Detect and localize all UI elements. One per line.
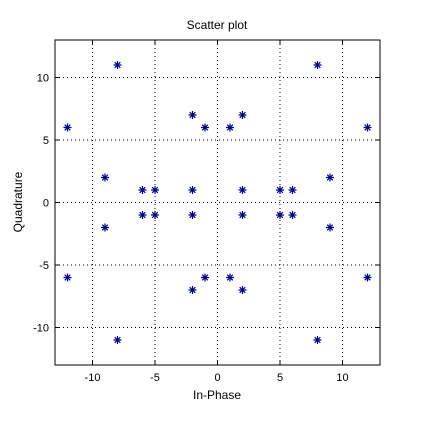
plot-area: -10 -5 0 5 10 -10 -5 0 5 10 (33, 39, 381, 384)
data-point (63, 273, 72, 282)
data-point (201, 123, 209, 132)
data-point (288, 211, 297, 219)
data-point (276, 211, 284, 219)
data-point (313, 336, 322, 344)
data-point (63, 123, 72, 132)
data-point (188, 211, 197, 219)
data-point (313, 61, 322, 69)
x-axis-label: In-Phase (193, 388, 241, 402)
data-point (226, 123, 234, 132)
data-point (101, 223, 109, 232)
data-point (238, 186, 247, 194)
marks-layer (63, 61, 372, 344)
data-point (151, 211, 159, 219)
x-tick-label: 10 (336, 372, 348, 384)
x-tick-label: 5 (277, 372, 283, 384)
y-tick-label: -10 (33, 323, 49, 335)
data-point (238, 286, 247, 294)
data-point (238, 111, 247, 119)
data-point (201, 273, 209, 282)
data-point (238, 211, 247, 219)
data-point (188, 186, 197, 194)
ticks-layer: -10 -5 0 5 10 -10 -5 0 5 10 (33, 40, 380, 384)
data-point (363, 123, 372, 132)
x-tick-label: 0 (214, 372, 220, 384)
data-point (113, 61, 122, 69)
data-point (188, 286, 197, 294)
chart-title: Scatter plot (187, 18, 248, 32)
data-point (326, 223, 334, 232)
data-point (101, 173, 109, 182)
data-point (138, 211, 147, 219)
data-point (188, 111, 197, 119)
data-point (288, 186, 297, 194)
data-point (138, 186, 147, 194)
data-point (326, 173, 334, 182)
data-point (276, 186, 284, 194)
y-tick-label: 5 (43, 135, 49, 147)
data-point (151, 186, 159, 194)
y-axis-label: Quadrature (11, 171, 25, 232)
data-point (113, 336, 122, 344)
data-point (363, 273, 372, 282)
axes-background (55, 40, 380, 365)
y-tick-label: -5 (39, 260, 49, 272)
x-tick-label: -10 (85, 372, 101, 384)
x-tick-label: -5 (150, 372, 160, 384)
data-point (226, 273, 234, 282)
y-tick-label: 10 (37, 73, 49, 85)
y-tick-label: 0 (43, 198, 49, 210)
